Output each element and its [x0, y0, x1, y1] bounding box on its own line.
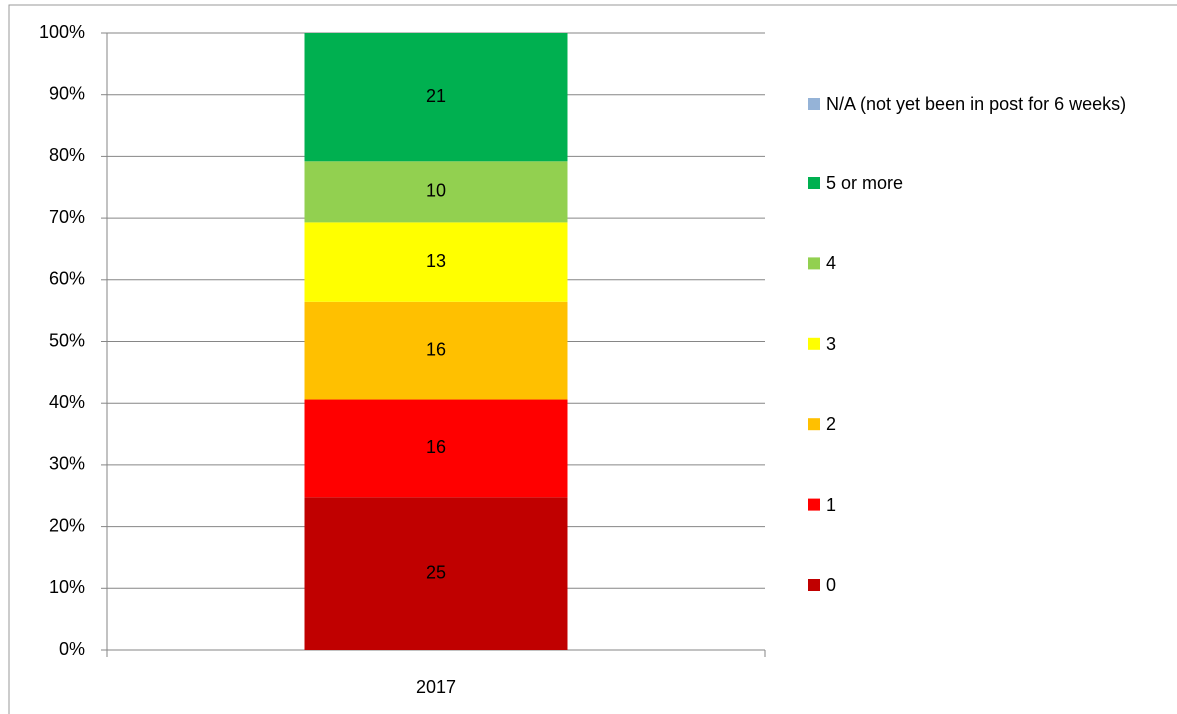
y-tick-label: 90%	[49, 83, 85, 103]
legend-swatch	[808, 257, 820, 270]
y-tick-label: 80%	[49, 145, 85, 165]
legend-label: 0	[826, 575, 837, 595]
y-tick-label: 60%	[49, 269, 85, 289]
legend-label: 3	[826, 333, 837, 354]
y-tick-label: 10%	[49, 577, 85, 597]
y-tick-label: 100%	[39, 22, 85, 42]
data-label: 10	[426, 181, 446, 201]
bar-segment	[304, 33, 568, 162]
bar-segment	[304, 497, 568, 650]
x-tick-label: 2017	[416, 677, 456, 697]
y-tick-label: 0%	[59, 639, 85, 659]
legend-swatch	[808, 498, 820, 511]
bar-segment	[304, 399, 568, 498]
data-label: 25	[426, 562, 446, 582]
chart-frame	[8, 4, 1177, 714]
data-label: 21	[426, 86, 446, 106]
y-tick-label: 70%	[49, 207, 85, 227]
legend-label: 5 or more	[826, 173, 904, 193]
y-tick-label: 50%	[49, 330, 85, 350]
legend-label: 2	[826, 414, 837, 435]
y-tick-label: 20%	[49, 515, 85, 535]
bar-segment	[304, 301, 568, 400]
legend-label: 1	[826, 494, 837, 515]
data-label: 16	[426, 339, 446, 359]
legend-label: N/A (not yet been in post for 6 weeks)	[826, 94, 1127, 114]
legend-swatch	[808, 177, 820, 189]
y-tick-label: 30%	[49, 454, 85, 474]
bar-segment	[304, 161, 568, 223]
bar-segment	[304, 222, 568, 302]
legend-swatch	[808, 98, 820, 110]
data-label: 16	[426, 437, 446, 457]
legend-swatch	[808, 579, 820, 591]
data-label: 13	[426, 251, 446, 271]
legend-swatch	[808, 418, 820, 431]
y-tick-label: 40%	[49, 392, 85, 412]
legend-label: 4	[826, 253, 837, 274]
legend-swatch	[808, 337, 820, 350]
